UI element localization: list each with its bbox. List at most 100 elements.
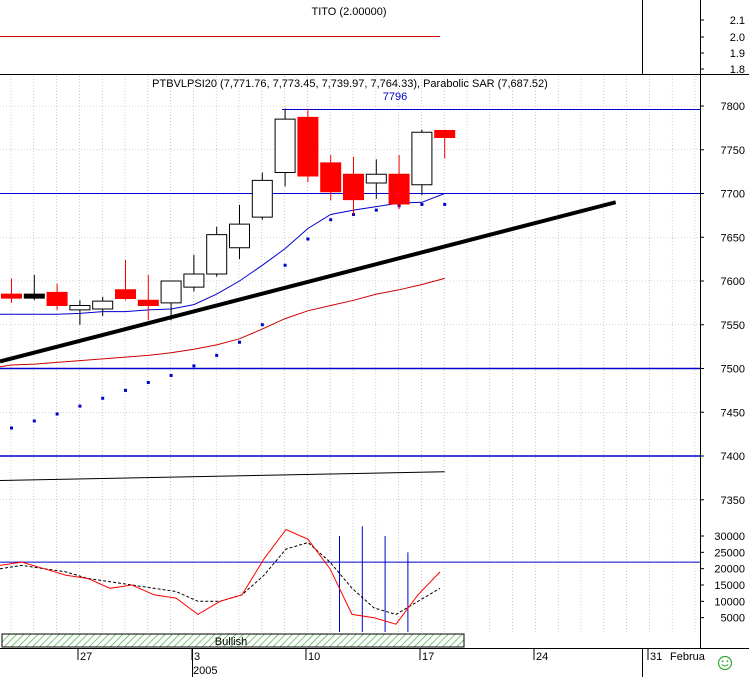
oscillator	[0, 526, 700, 632]
candle-12	[274, 108, 296, 187]
osc-tick-5: 5000	[721, 613, 745, 625]
osc-fast-line	[0, 528, 441, 625]
bullish-band: Bullish	[1, 633, 465, 648]
price-tick-3: 7650	[721, 232, 745, 244]
candle-14	[320, 155, 342, 201]
sar-dot-0	[10, 426, 13, 430]
osc-tick-1: 25000	[714, 547, 745, 559]
candle-body-11	[251, 179, 273, 218]
x-tick-6: Februa	[670, 651, 706, 663]
tito-tick-1: 2.0	[730, 32, 745, 44]
x-tick-4: 24	[536, 651, 548, 663]
x-tick-1: 3	[194, 651, 200, 663]
candle-body-3	[69, 305, 91, 311]
candle-body-1	[23, 293, 45, 299]
candle-body-19	[434, 130, 456, 138]
candle-body-6	[137, 299, 159, 306]
price-ticks: 7800 7750 7700 7650 7600 7550 7500 7450 7400 7350	[700, 101, 745, 507]
candle-body-0	[1, 293, 22, 299]
candle-body-18	[411, 131, 433, 186]
price-tick-1: 7750	[721, 145, 745, 157]
candle-17	[388, 155, 410, 210]
sar-dot-6	[146, 381, 150, 384]
candle-body-13	[297, 116, 319, 177]
candle-4	[92, 296, 114, 316]
sar-dot-1	[32, 419, 36, 423]
sar-dot-2	[55, 412, 59, 416]
moving-average	[0, 193, 445, 315]
candle-body-10	[229, 223, 250, 249]
candle-body-16	[365, 173, 387, 184]
price-tick-8: 7400	[721, 451, 745, 463]
price-tick-0: 7800	[721, 101, 745, 113]
candle-13	[297, 108, 319, 183]
sar-dot-11	[260, 323, 264, 327]
smiley-icon[interactable]	[717, 655, 733, 671]
price-tick-2: 7700	[721, 189, 745, 201]
tito-tick-3: 1.8	[730, 64, 745, 76]
sar-dot-7	[169, 374, 173, 377]
sar-dot-16	[374, 208, 378, 212]
tito-title: TITO (2.00000)	[312, 6, 387, 18]
sar-dot-13	[306, 237, 310, 241]
osc-slow-line	[0, 541, 441, 615]
candles	[1, 108, 456, 325]
grid-layer	[0, 0, 701, 677]
candle-1	[23, 274, 45, 301]
x-tick-2: 10	[308, 651, 320, 663]
bullish-band-label: Bullish	[215, 636, 247, 648]
candle-2	[46, 283, 68, 310]
candle-body-2	[46, 291, 68, 306]
candle-7	[160, 280, 182, 321]
candle-body-17	[388, 173, 410, 205]
x-axis: 27 3 10 17 24 31 Februa	[77, 648, 706, 663]
tito-tick-0: 2.1	[730, 15, 745, 27]
candle-body-8	[183, 273, 205, 288]
sma-line	[0, 193, 445, 315]
sar-dot-8	[192, 364, 196, 368]
price-tick-5: 7550	[721, 320, 745, 332]
candle-body-9	[206, 234, 228, 275]
candle-body-14	[320, 162, 342, 193]
parabolic-sar	[10, 202, 447, 430]
bullish-band-rect	[1, 633, 465, 648]
price-tick-7: 7450	[721, 407, 745, 419]
osc-tick-4: 10000	[714, 596, 745, 608]
candle-5	[115, 260, 136, 301]
sar-dot-19	[443, 202, 447, 206]
x-tick-3: 17	[422, 651, 434, 663]
horizontal-lines	[0, 109, 700, 457]
candle-body-4	[92, 300, 114, 310]
candle-body-15	[343, 173, 364, 201]
trend-line-thick	[0, 200, 617, 364]
osc-tick-0: 30000	[714, 531, 745, 543]
tito-tick-2: 1.9	[730, 48, 745, 60]
candle-8	[183, 254, 205, 292]
low-line	[0, 471, 445, 481]
candle-15	[343, 156, 364, 215]
tito-ticks: 2.1 2.0 1.9 1.8	[700, 15, 745, 76]
resistance-annotation: 7796	[383, 91, 407, 103]
candle-18	[411, 129, 433, 196]
sma2-line	[0, 277, 445, 368]
price-tick-4: 7600	[721, 276, 745, 288]
candle-0	[1, 278, 22, 303]
x-tick-0: 27	[80, 651, 92, 663]
candle-3	[69, 300, 91, 325]
sar-dot-14	[329, 218, 333, 222]
x-year-label: 2005	[193, 665, 217, 677]
sar-dot-12	[283, 263, 287, 267]
candle-9	[206, 226, 228, 277]
moving-average-2	[0, 277, 445, 368]
candle-19	[434, 129, 456, 159]
candle-10	[229, 204, 250, 260]
candle-11	[251, 172, 273, 220]
candle-6	[137, 274, 159, 321]
osc-tick-2: 20000	[714, 564, 745, 576]
sar-dot-10	[238, 340, 241, 344]
sar-dot-5	[124, 388, 127, 392]
sar-dot-3	[78, 404, 82, 408]
osc-ticks: 30000 25000 20000 15000 10000 5000	[700, 531, 745, 625]
candle-body-5	[115, 289, 136, 299]
